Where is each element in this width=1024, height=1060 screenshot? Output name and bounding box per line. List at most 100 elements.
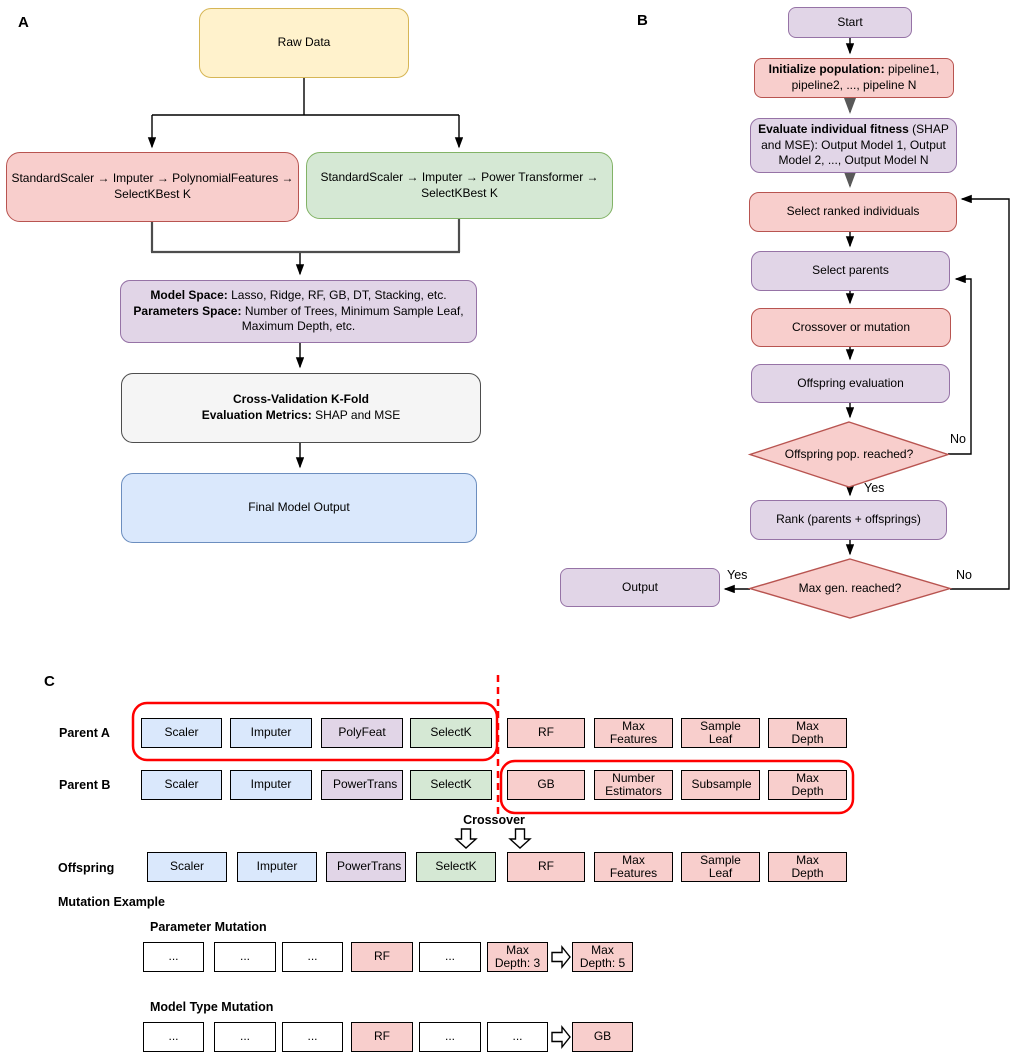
node-cross-validation: Cross-Validation K-Fold Evaluation Metri… <box>121 373 481 443</box>
node-label-bold: Evaluation Metrics: <box>201 408 312 422</box>
node-pipeline-polynomial: StandardScaler → Imputer → PolynomialFea… <box>6 152 299 222</box>
node-label: Output <box>621 579 659 594</box>
node-pipeline-power: StandardScaler → Imputer → Power Transfo… <box>306 152 613 219</box>
node-label: Offspring evaluation <box>797 375 904 390</box>
pipeline-cell: RF <box>507 718 585 748</box>
edge-label-no: No <box>956 568 972 582</box>
pipeline-cell: Subsample <box>681 770 760 800</box>
parent-a-row-label: Parent A <box>59 726 110 740</box>
node-label: Crossover or mutation <box>791 319 911 334</box>
node-label-line: StandardScaler → Imputer → PolynomialFea… <box>11 171 294 186</box>
pipeline-cell: ... <box>282 942 343 972</box>
mutation-right-arrow-icon <box>551 1025 571 1049</box>
panel-b-label: B <box>637 12 648 29</box>
pipeline-cell: Max Depth: 3 <box>487 942 548 972</box>
node-label: Select ranked individuals <box>786 204 920 219</box>
node-start: Start <box>788 7 912 38</box>
node-label-line: SelectKBest K <box>421 185 498 200</box>
node-label-text: Maximum Depth, etc. <box>241 319 356 334</box>
edge-label-no: No <box>950 432 966 446</box>
node-label-bold: Model Space: <box>150 288 228 303</box>
decision-maxgen-label: Max gen. reached? <box>798 581 902 595</box>
node-label-text: Lasso, Ridge, RF, GB, DT, Stacking, etc. <box>227 288 447 303</box>
pipeline-cell: RF <box>351 1022 413 1052</box>
node-label-text: (SHAP <box>908 122 949 137</box>
node-crossover-or-mutation: Crossover or mutation <box>751 308 951 347</box>
pipeline-cell: ... <box>214 942 276 972</box>
node-label-text: Number of Trees, Minimum Sample Leaf, <box>241 303 464 318</box>
pipeline-cell: ... <box>214 1022 276 1052</box>
pipeline-cell: ... <box>143 1022 204 1052</box>
pipeline-cell: SelectK <box>416 852 496 882</box>
pipeline-cell: Max Depth <box>768 718 847 748</box>
pipeline-cell: ... <box>487 1022 548 1052</box>
node-label: Raw Data <box>277 35 331 50</box>
node-offspring-evaluation: Offspring evaluation <box>751 364 950 403</box>
offspring-row-label: Offspring <box>58 861 115 875</box>
pipeline-cell: Imputer <box>230 770 312 800</box>
mutation-result-cell: Max Depth: 5 <box>572 942 633 972</box>
node-output: Output <box>560 568 720 607</box>
pipeline-cell: Scaler <box>141 770 222 800</box>
node-label-line: StandardScaler → Imputer → Power Transfo… <box>320 169 599 184</box>
parent-b-row-label: Parent B <box>59 778 111 792</box>
pipeline-cell: PolyFeat <box>321 718 403 748</box>
loop-no-offspring <box>948 274 972 455</box>
node-label-text: pipeline1, <box>884 62 940 77</box>
pipeline-cell: Scaler <box>147 852 227 882</box>
node-label-line: SelectKBest K <box>114 187 191 201</box>
pipeline-cell: Imputer <box>237 852 317 882</box>
node-label-bold: Parameters Space: <box>133 303 242 318</box>
node-select-ranked: Select ranked individuals <box>749 192 957 232</box>
node-label: Final Model Output <box>248 500 350 515</box>
decision-offspring-label: Offspring pop. reached? <box>784 447 914 461</box>
pipeline-cell: Number Estimators <box>594 770 673 800</box>
node-label: Select parents <box>812 263 889 278</box>
pipeline-cell: RF <box>507 852 585 882</box>
node-label-text: pipeline2, ..., pipeline N <box>791 78 917 92</box>
pipeline-cell: Sample Leaf <box>681 718 760 748</box>
node-raw-data: Raw Data <box>199 8 409 78</box>
node-label-bold: Evaluate individual fitness <box>758 122 909 137</box>
node-label-bold: Initialize population: <box>768 62 885 77</box>
panel-c-label: C <box>44 673 55 690</box>
node-select-parents: Select parents <box>751 251 950 291</box>
node-label-text: SHAP and MSE <box>311 408 401 422</box>
crossover-down-arrow-icon <box>454 828 478 849</box>
node-label-text: and MSE): Output Model 1, Output <box>761 137 946 152</box>
pipeline-cell: SelectK <box>410 718 492 748</box>
parameter-mutation-label: Parameter Mutation <box>150 920 267 934</box>
pipeline-cell: Sample Leaf <box>681 852 760 882</box>
pipeline-cell: Max Features <box>594 852 673 882</box>
pipeline-cell: ... <box>282 1022 343 1052</box>
panel-a-label: A <box>18 14 29 31</box>
edge-label-yes: Yes <box>727 568 748 582</box>
pipeline-cell: Scaler <box>141 718 222 748</box>
node-initialize-population: Initialize population: pipeline1, pipeli… <box>754 58 954 98</box>
pipeline-cell: Max Depth <box>768 770 847 800</box>
pipeline-cell: GB <box>507 770 585 800</box>
crossover-label: Crossover <box>463 813 525 827</box>
mutation-example-label: Mutation Example <box>58 895 165 909</box>
model-type-mutation-label: Model Type Mutation <box>150 1000 274 1014</box>
node-rank: Rank (parents + offsprings) <box>750 500 947 540</box>
node-label: Start <box>837 14 863 29</box>
node-label: Rank (parents + offsprings) <box>776 512 921 527</box>
pipeline-cell: Imputer <box>230 718 312 748</box>
mutation-result-cell: GB <box>572 1022 633 1052</box>
pipeline-cell: PowerTrans <box>321 770 403 800</box>
pipeline-cell: ... <box>143 942 204 972</box>
loop-no-maxgen <box>950 194 1010 590</box>
pipeline-cell: SelectK <box>410 770 492 800</box>
pipeline-cell: Max Depth <box>768 852 847 882</box>
pipeline-cell: ... <box>419 1022 481 1052</box>
node-evaluate-fitness: Evaluate individual fitness (SHAP and MS… <box>750 118 957 173</box>
node-label-bold: Cross-Validation K-Fold <box>232 392 369 407</box>
node-label-text: Model 2, ..., Output Model N <box>778 153 929 168</box>
edge-label-yes: Yes <box>864 481 885 495</box>
mutation-right-arrow-icon <box>551 945 571 969</box>
panel-a-merge-lines <box>150 219 461 254</box>
node-model-space: Model Space: Lasso, Ridge, RF, GB, DT, S… <box>120 280 477 343</box>
pipeline-cell: RF <box>351 942 413 972</box>
